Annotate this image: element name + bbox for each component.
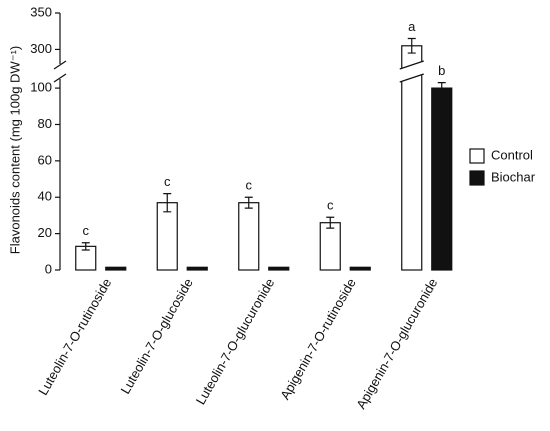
error-bar <box>244 196 253 209</box>
y-tick-label: 0 <box>45 261 52 276</box>
bar <box>156 202 178 271</box>
bar <box>186 266 208 271</box>
error-bar <box>407 37 416 54</box>
bar <box>431 87 453 271</box>
significance-letter: c <box>246 178 253 193</box>
y-tick-label: 80 <box>38 116 52 131</box>
error-bar <box>437 82 446 95</box>
significance-letter: a <box>408 19 416 34</box>
x-tick-label: Apigenin-7-O-glucuronide <box>353 276 440 412</box>
axis-break <box>53 60 67 70</box>
bar-break <box>399 61 424 82</box>
y-tick-label: 300 <box>30 41 52 56</box>
y-tick-label: 350 <box>30 4 52 19</box>
y-tick-label: 20 <box>38 225 52 240</box>
error-bar <box>81 242 90 251</box>
x-tick-label: Luteolin-7-O-rutinoside <box>35 276 114 398</box>
bar <box>319 222 341 271</box>
legend-label: Biochar <box>491 169 536 184</box>
bar <box>238 202 260 271</box>
significance-letter: c <box>327 198 334 213</box>
x-tick-label: Apigenin-7-O-rutinoside <box>277 276 359 402</box>
bar <box>105 266 127 271</box>
legend-swatch <box>469 148 485 164</box>
x-tick-label: Luteolin-7-O-glucoside <box>117 276 195 397</box>
bar-break <box>399 60 424 70</box>
legend-label: Control <box>491 147 533 162</box>
y-axis-label: Flavonoids content (mg 100g DW⁻¹) <box>7 46 22 254</box>
y-tick-label: 40 <box>38 189 52 204</box>
significance-letter: b <box>438 63 445 78</box>
y-tick-label: 100 <box>30 80 52 95</box>
axis-break <box>53 73 67 83</box>
significance-letter: c <box>164 174 171 189</box>
significance-letter: c <box>83 223 90 238</box>
bar-break <box>399 73 424 83</box>
error-bar <box>326 216 335 229</box>
error-bar <box>163 193 172 213</box>
x-tick-label: Luteolin-7-O-glucuronide <box>193 276 278 407</box>
bar <box>268 266 290 271</box>
legend-swatch <box>469 170 485 186</box>
bar <box>349 266 371 271</box>
y-tick-label: 60 <box>38 152 52 167</box>
